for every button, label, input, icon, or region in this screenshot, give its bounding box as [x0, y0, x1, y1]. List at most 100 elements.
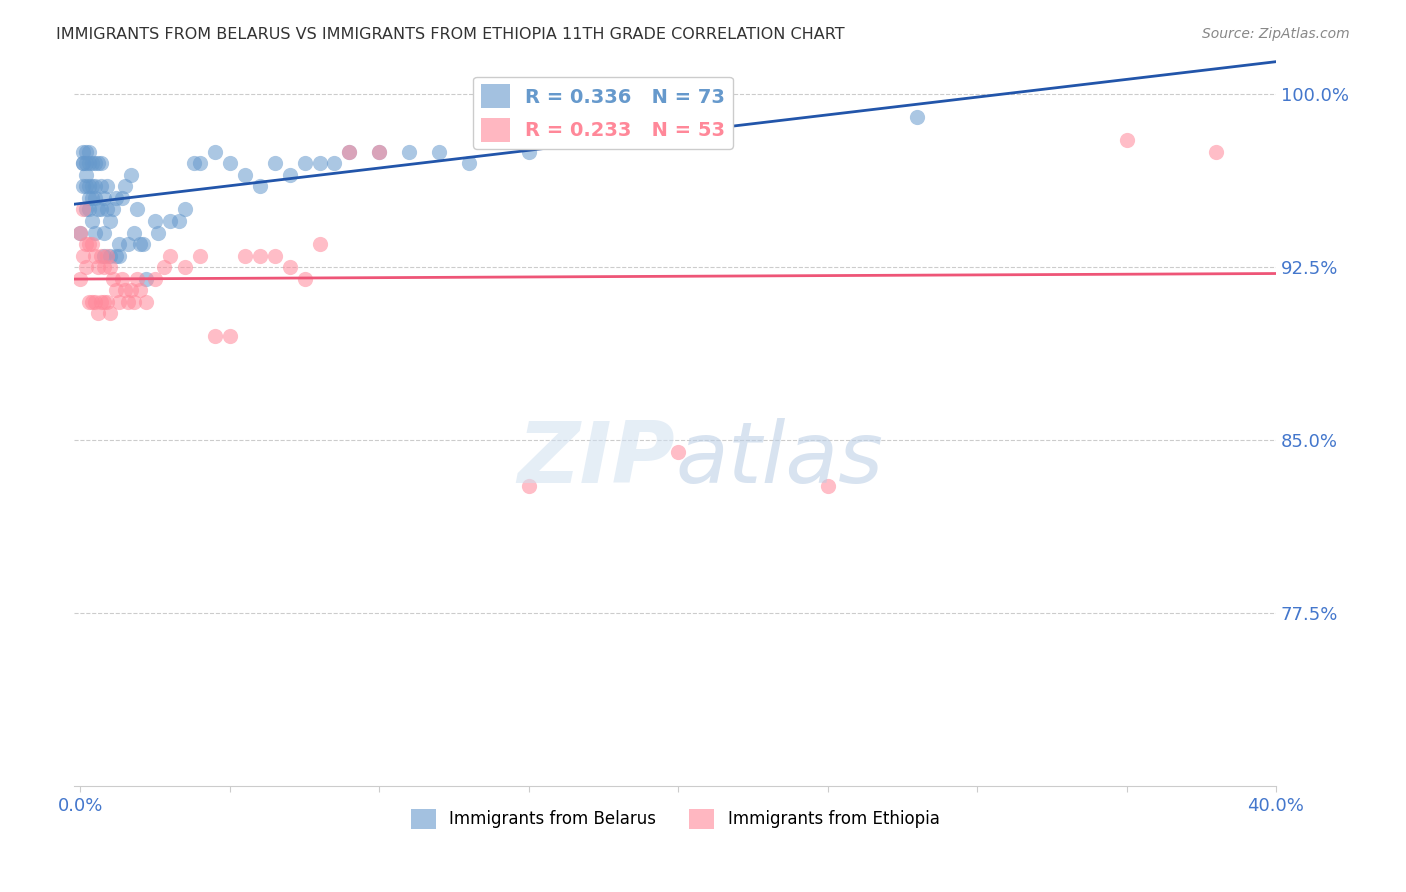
- Text: 40.0%: 40.0%: [1247, 797, 1305, 815]
- Point: [84, 248, 107, 262]
- Point: [75, 202, 97, 217]
- Text: IMMIGRANTS FROM BELARUS VS IMMIGRANTS FROM ETHIOPIA 11TH GRADE CORRELATION CHART: IMMIGRANTS FROM BELARUS VS IMMIGRANTS FR…: [56, 27, 845, 42]
- Text: ZIP: ZIP: [517, 417, 675, 500]
- Point: [127, 202, 149, 217]
- Point: [263, 248, 285, 262]
- Point: [167, 214, 190, 228]
- Point: [183, 156, 205, 170]
- Text: 0.0%: 0.0%: [58, 797, 103, 815]
- Legend: Immigrants from Belarus, Immigrants from Ethiopia: Immigrants from Belarus, Immigrants from…: [404, 802, 946, 836]
- Point: [233, 168, 256, 182]
- Point: [233, 248, 256, 262]
- Point: [79, 179, 101, 194]
- Point: [93, 191, 115, 205]
- Point: [84, 179, 107, 194]
- Point: [87, 156, 110, 170]
- Point: [308, 237, 330, 252]
- Point: [87, 202, 110, 217]
- Point: [90, 248, 112, 262]
- Point: [108, 237, 131, 252]
- Point: [278, 168, 301, 182]
- Point: [79, 294, 101, 309]
- Point: [72, 156, 94, 170]
- Point: [90, 156, 112, 170]
- Point: [108, 248, 131, 262]
- Point: [278, 260, 301, 274]
- Point: [75, 168, 97, 182]
- Point: [75, 260, 97, 274]
- Point: [87, 306, 110, 320]
- Point: [75, 145, 97, 159]
- Point: [218, 329, 240, 343]
- Point: [174, 260, 197, 274]
- Point: [204, 145, 226, 159]
- Point: [98, 306, 121, 320]
- Point: [96, 248, 118, 262]
- Point: [103, 202, 125, 217]
- Point: [143, 214, 166, 228]
- Point: [174, 202, 197, 217]
- Point: [79, 202, 101, 217]
- Point: [368, 145, 391, 159]
- Point: [93, 260, 115, 274]
- Point: [458, 156, 481, 170]
- Point: [129, 283, 152, 297]
- Point: [84, 156, 107, 170]
- Point: [72, 145, 94, 159]
- Point: [82, 294, 104, 309]
- Point: [72, 202, 94, 217]
- Point: [82, 179, 104, 194]
- Point: [517, 145, 540, 159]
- Point: [93, 248, 115, 262]
- Point: [188, 156, 211, 170]
- Point: [98, 248, 121, 262]
- Point: [188, 248, 211, 262]
- Point: [75, 179, 97, 194]
- Point: [103, 271, 125, 285]
- Point: [111, 191, 134, 205]
- Point: [90, 294, 112, 309]
- Point: [105, 283, 128, 297]
- Point: [817, 479, 839, 493]
- Point: [84, 226, 107, 240]
- Point: [135, 271, 157, 285]
- Point: [108, 294, 131, 309]
- Point: [905, 110, 928, 124]
- Point: [122, 226, 145, 240]
- Point: [105, 248, 128, 262]
- Point: [1115, 133, 1137, 147]
- Point: [117, 237, 139, 252]
- Point: [143, 271, 166, 285]
- Point: [105, 191, 128, 205]
- Point: [87, 260, 110, 274]
- Point: [120, 168, 142, 182]
- Point: [517, 479, 540, 493]
- Point: [398, 145, 420, 159]
- Point: [90, 179, 112, 194]
- Point: [666, 444, 689, 458]
- Point: [72, 248, 94, 262]
- Point: [308, 156, 330, 170]
- Point: [153, 260, 176, 274]
- Point: [114, 179, 136, 194]
- Point: [1205, 145, 1227, 159]
- Point: [93, 294, 115, 309]
- Point: [127, 271, 149, 285]
- Point: [323, 156, 346, 170]
- Point: [249, 248, 271, 262]
- Point: [122, 294, 145, 309]
- Point: [82, 237, 104, 252]
- Point: [111, 271, 134, 285]
- Point: [79, 156, 101, 170]
- Point: [135, 294, 157, 309]
- Point: [96, 294, 118, 309]
- Point: [159, 214, 181, 228]
- Text: Source: ZipAtlas.com: Source: ZipAtlas.com: [1202, 27, 1350, 41]
- Point: [129, 237, 152, 252]
- Point: [98, 260, 121, 274]
- Point: [427, 145, 450, 159]
- Point: [96, 179, 118, 194]
- Point: [120, 283, 142, 297]
- Point: [69, 271, 91, 285]
- Point: [79, 237, 101, 252]
